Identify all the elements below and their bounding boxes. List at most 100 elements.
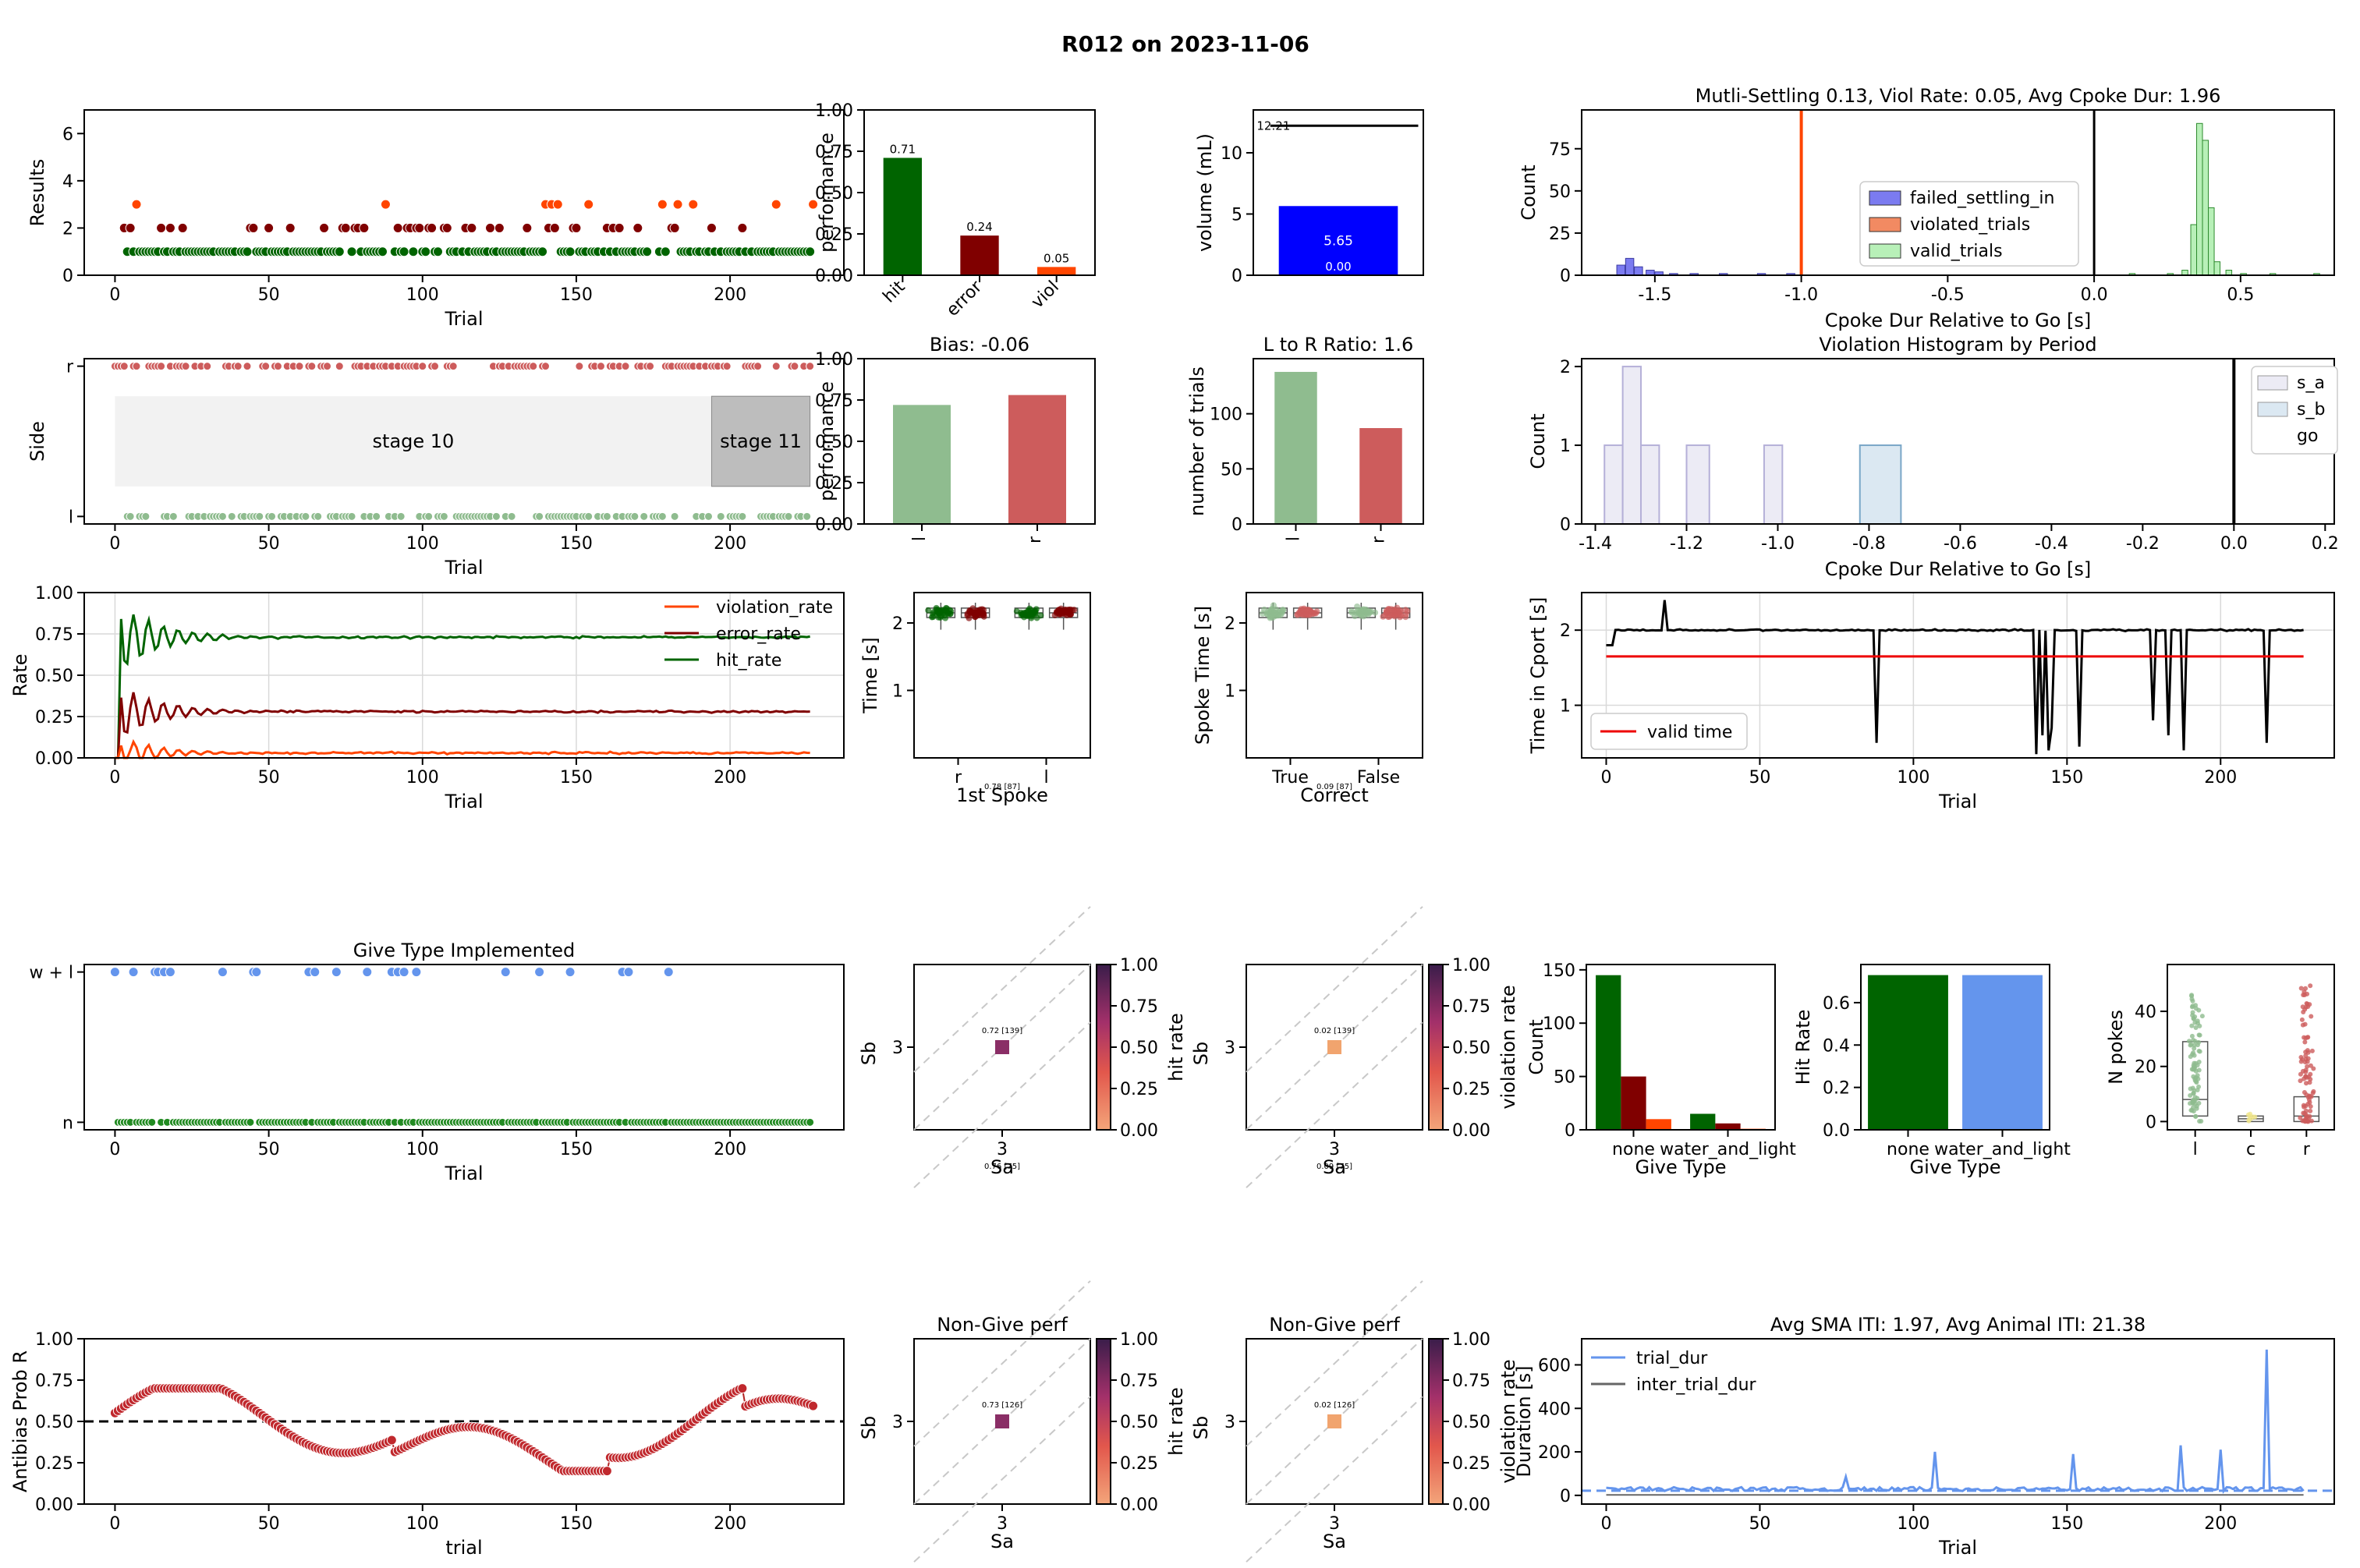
ng-viol-ytick-label: 3 [1224, 1413, 1235, 1432]
hit-matrix-cell [995, 1040, 1009, 1054]
side-point-r [261, 362, 271, 371]
spoke-correct-point [1359, 607, 1366, 614]
give-point [217, 967, 228, 978]
plots-layer: 0 50 100 150 2000246TrialResults0.710.240.05… [9, 85, 2339, 1563]
ng-hit-cbar-tick-label: 0.50 [1120, 1413, 1158, 1432]
result-point [285, 222, 296, 233]
npokes-point [2192, 1076, 2198, 1081]
npokes-point [2197, 1023, 2202, 1028]
rates-legend-label: violation_rate [716, 598, 833, 618]
antibias-xtick-label: 100 [406, 1514, 439, 1534]
cpoke-xtick-label: -1.5 [1638, 285, 1671, 305]
antibias-xtick-label: 50 [258, 1514, 280, 1534]
lr-bar [1274, 371, 1317, 524]
npokes-point [2189, 993, 2195, 998]
side-point-r [181, 362, 190, 371]
first-spoke-ytick-label: 1 [892, 681, 903, 701]
viol-hist-xtick-label: -0.8 [1852, 534, 1886, 554]
iti-ytick-label: 200 [1538, 1443, 1571, 1463]
viol-matrix-cbar-tick-label: 1.00 [1452, 956, 1490, 975]
hit-matrix-xtick-label: 3 [997, 1140, 1008, 1159]
viol-hist-xtick-label: 0.0 [2220, 534, 2248, 554]
first-spoke-xtick-label: r [955, 768, 962, 788]
side-point-l [168, 511, 178, 521]
side-point-l [439, 511, 448, 521]
npokes-point [2309, 1048, 2315, 1053]
hit-matrix-cbar-tick-label: 0.50 [1120, 1039, 1158, 1058]
cport-legend-label: valid time [1647, 723, 1732, 742]
npokes-point [2309, 1118, 2314, 1124]
result-point [771, 199, 781, 210]
failed-bar [1625, 257, 1635, 276]
first-spoke-point [1064, 609, 1071, 616]
volume-label-zero: 0.00 [1325, 260, 1351, 274]
hit-matrix-diagonal [913, 906, 1091, 1073]
stage-10-band [115, 396, 712, 487]
side-point-l [703, 511, 713, 521]
npokes-point [2199, 1014, 2205, 1019]
npokes-point [2196, 1032, 2202, 1038]
first-spoke-point [973, 611, 980, 618]
viol-matrix-colorbar [1428, 964, 1444, 1131]
npokes-point [2188, 1054, 2193, 1060]
side-point-l [507, 511, 516, 521]
side-point-l [738, 511, 747, 521]
npokes-point [2308, 1071, 2313, 1077]
antibias-ytick-label: 0.50 [35, 1413, 73, 1432]
hit-matrix-cbar-tick-label: 0.00 [1120, 1121, 1158, 1141]
ng-viol-xlabel: Sa [1323, 1531, 1346, 1552]
npokes-point [2307, 1002, 2312, 1007]
side-point-l [218, 511, 227, 521]
side-point-r [323, 362, 332, 371]
ng-viol-xtick-label: 3 [1329, 1514, 1340, 1534]
ng-hit-cell-label: 0.73 [126] [982, 1401, 1022, 1410]
antibias-point [808, 1400, 819, 1411]
first-spoke-point [1033, 614, 1040, 621]
spoke-correct-point [1391, 609, 1398, 616]
viol-hist-xtick-label: -0.4 [2035, 534, 2068, 554]
result-point [156, 222, 167, 233]
first-spoke-point [1055, 606, 1062, 613]
npokes-point [2192, 1046, 2197, 1051]
first-spoke-point [1071, 607, 1078, 614]
side-point-r [273, 362, 282, 371]
side-point-l [301, 511, 310, 521]
spoke-correct-point [1267, 607, 1274, 614]
first-spoke-frame [913, 592, 1091, 759]
side-perf-ytick-label: 1.00 [815, 350, 853, 370]
viol-matrix-cbar-tick-label: 0.25 [1452, 1080, 1490, 1099]
side-point-l [657, 511, 667, 521]
give-count-ytick-label: 0 [1564, 1121, 1575, 1141]
npokes-point [2193, 1068, 2199, 1074]
npokes-point [2196, 1059, 2202, 1064]
npokes-point [2301, 992, 2306, 997]
results-xtick-label: 100 [406, 285, 439, 305]
npokes-ytick-label: 40 [2135, 1003, 2156, 1022]
cpoke-legend-swatch [1869, 190, 1901, 206]
npokes-point [2305, 1049, 2311, 1055]
antibias-xtick-label: 150 [560, 1514, 593, 1534]
result-point [565, 246, 576, 257]
result-point [808, 199, 819, 210]
npokes-point [2305, 1064, 2310, 1069]
npokes-point [2192, 1053, 2197, 1058]
rates-ytick-label: 0.50 [35, 667, 73, 686]
hit-matrix-cbar-tick-label: 0.25 [1120, 1080, 1158, 1099]
side-point-r [203, 362, 212, 371]
results-ytick-label: 4 [62, 172, 73, 192]
npokes-ylabel: N pokes [2105, 1010, 2127, 1085]
iti-ytick-label: 400 [1538, 1400, 1571, 1419]
side-point-r [722, 362, 732, 371]
ng-hit-cbar-label: hit rate [1165, 1387, 1187, 1456]
volume-ytick-label: 5 [1231, 205, 1242, 225]
side-point-r [596, 362, 605, 371]
spoke-correct-note: 0.09 [87] [1316, 783, 1352, 791]
result-point [571, 222, 582, 233]
iti-ytick-label: 600 [1538, 1356, 1571, 1375]
side-point-l [491, 511, 501, 521]
rates-xtick-label: 0 [109, 768, 120, 788]
rates-legend-label: hit_rate [716, 651, 781, 671]
side-perf-title: Bias: -0.06 [930, 334, 1029, 356]
ng-hit-cbar-tick-label: 0.00 [1120, 1495, 1158, 1515]
perf-xtick-label: error [943, 277, 987, 320]
